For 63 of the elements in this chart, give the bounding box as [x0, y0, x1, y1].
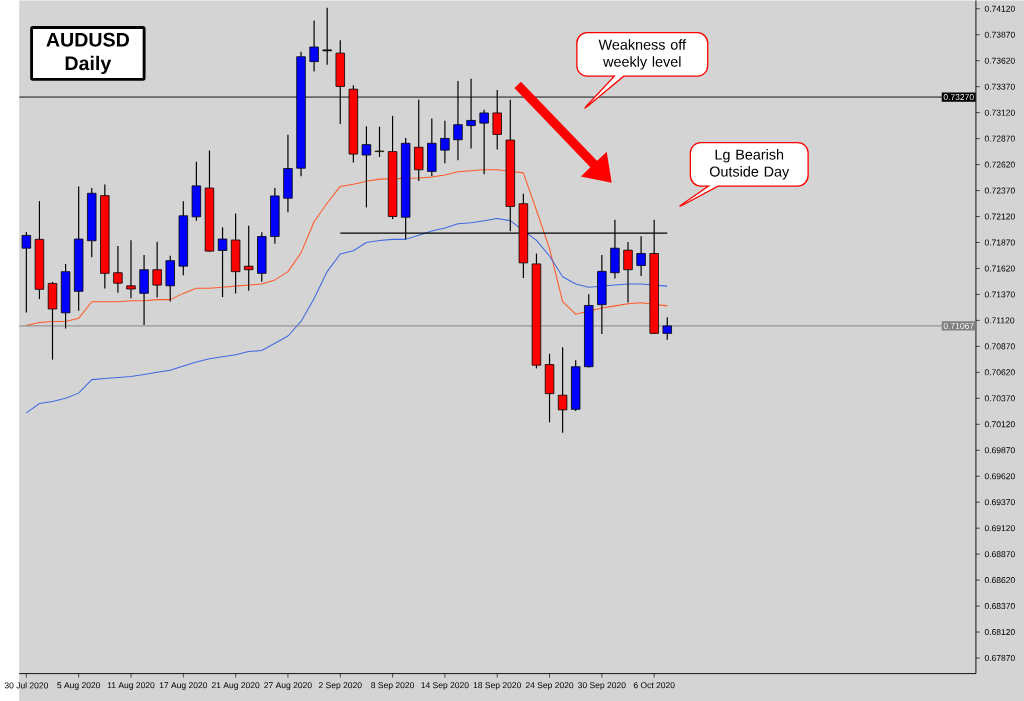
x-tick-label: 2 Sep 2020 — [318, 682, 362, 690]
text: Lg Bearish Outside Day — [709, 149, 790, 180]
candlestick — [309, 19, 319, 73]
x-tick-label: 11 Aug 2020 — [107, 682, 155, 690]
y-tick-label: 0.72370 — [984, 187, 1015, 194]
y-tick-label: 0.68870 — [984, 551, 1015, 558]
y-tick-label: 0.70870 — [984, 343, 1015, 350]
y-tick-label: 0.74120 — [984, 5, 1015, 12]
y-tick-label: 0.68370 — [984, 603, 1015, 610]
y-tick-label: 0.69120 — [984, 525, 1015, 532]
candlestick — [557, 346, 568, 434]
candlestick — [374, 126, 385, 158]
y-tick-label: 0.67870 — [984, 654, 1015, 661]
candlestick — [113, 245, 123, 294]
ref-line-label: 0.71067 — [943, 322, 974, 329]
annotation: Weakness off weekly level — [598, 39, 687, 70]
candlestick — [322, 7, 332, 66]
y-tick-label: 0.72620 — [984, 161, 1015, 168]
y-tick-label: 0.73620 — [984, 57, 1015, 64]
y-tick-label: 0.70620 — [984, 369, 1015, 376]
y-tick-label: 0.70370 — [984, 395, 1015, 402]
x-tick-label: 24 Sep 2020 — [525, 682, 574, 690]
x-tick-label: 27 Aug 2020 — [264, 682, 312, 690]
x-tick-label: 30 Jul 2020 — [4, 682, 48, 689]
y-tick-label: 0.70120 — [984, 421, 1015, 428]
x-tick-label: 21 Aug 2020 — [211, 682, 260, 690]
candlestick — [636, 235, 646, 277]
y-tick-label: 0.69370 — [984, 499, 1015, 506]
y-tick-label: 0.71870 — [984, 239, 1015, 246]
x-tick-label: 8 Sep 2020 — [371, 682, 414, 690]
candlestick — [243, 225, 254, 292]
candlestick — [361, 125, 372, 208]
y-tick-label: 0.68120 — [984, 629, 1015, 636]
ref-line-label: 0.73270 — [943, 94, 974, 101]
candlestick — [414, 99, 424, 182]
y-tick-label: 0.68620 — [984, 577, 1015, 584]
candlestick — [623, 241, 633, 303]
y-tick-label: 0.71620 — [984, 265, 1015, 272]
x-tick-label: 5 Aug 2020 — [57, 682, 101, 690]
candlestick — [217, 226, 228, 298]
candlestick — [662, 316, 672, 341]
candlestick — [479, 109, 489, 175]
y-tick-label: 0.73370 — [984, 83, 1015, 90]
y-tick-label: 0.71370 — [984, 291, 1015, 298]
x-tick-label: 18 Sep 2020 — [473, 682, 521, 690]
x-tick-label: 6 Oct 2020 — [633, 682, 675, 689]
y-tick-label: 0.69870 — [984, 447, 1015, 454]
y-tick-label: 0.71120 — [984, 317, 1015, 324]
y-tick-label: 0.73120 — [984, 109, 1015, 116]
x-tick-label: 14 Sep 2020 — [421, 682, 469, 690]
candlestick — [440, 120, 450, 164]
candlestick — [139, 254, 149, 326]
x-tick-label: 30 Sep 2020 — [578, 682, 626, 690]
candlestick — [21, 231, 32, 314]
y-tick-label: 0.73870 — [984, 31, 1015, 38]
y-tick-label: 0.69620 — [984, 473, 1015, 480]
candlestick — [152, 241, 162, 299]
text: AUDUSD Daily — [46, 32, 129, 75]
candlestick — [126, 239, 136, 299]
y-tick-label: 0.72120 — [984, 213, 1015, 220]
x-tick-label: 17 Aug 2020 — [159, 682, 208, 690]
line-series — [25, 218, 668, 414]
y-tick-label: 0.72870 — [984, 135, 1015, 142]
